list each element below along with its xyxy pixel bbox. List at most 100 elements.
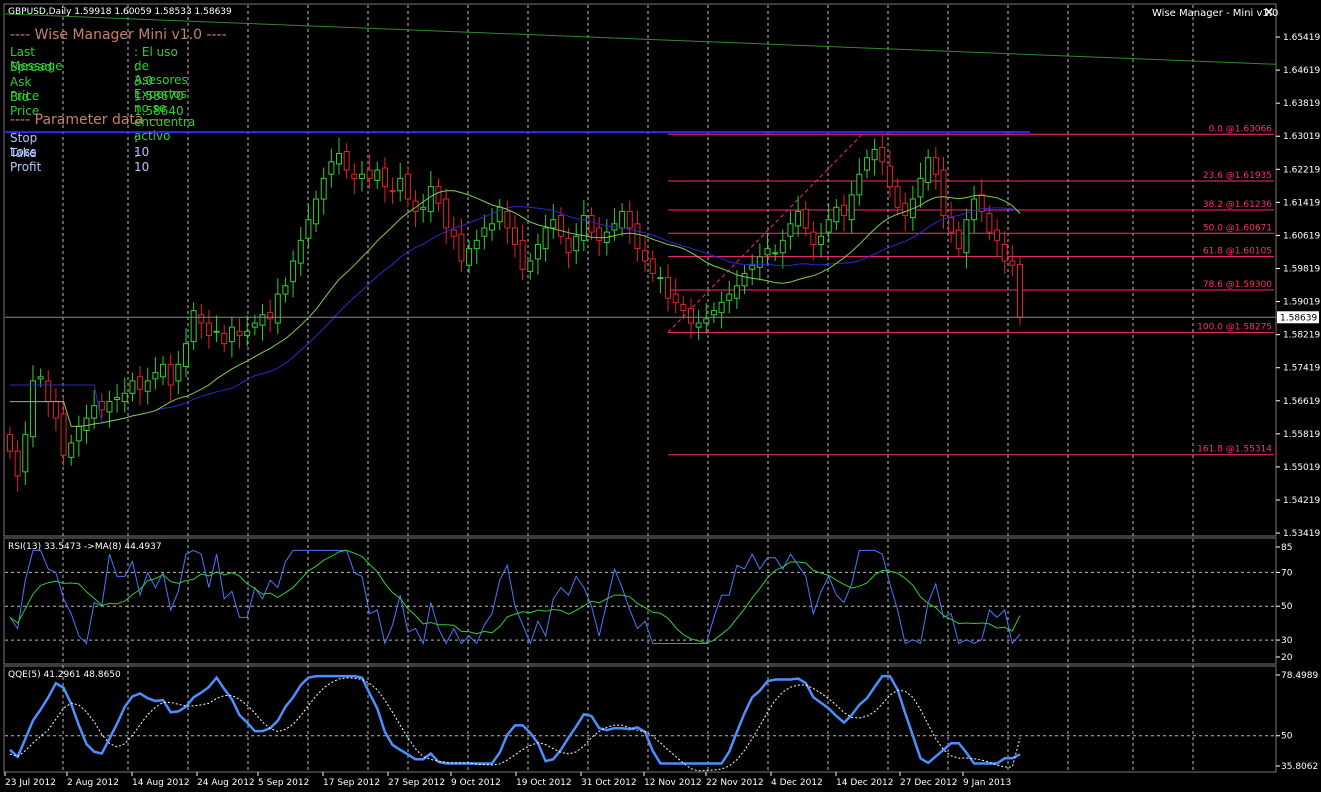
indicator-level-lines xyxy=(5,571,1275,737)
parameter-section-title: ---- Parameter data ---- xyxy=(10,112,169,128)
fib-level-label: 61.8 @1.60105 xyxy=(1203,247,1272,257)
candle-body xyxy=(756,256,763,268)
candle-body xyxy=(527,260,534,272)
candle-body xyxy=(580,215,587,241)
info-row-value: : El uso de Asesores Expertos no se encu… xyxy=(134,45,196,143)
candle-body xyxy=(695,322,702,328)
candle-body xyxy=(680,303,687,312)
candle-body xyxy=(626,210,633,229)
candle-body xyxy=(336,153,343,165)
candle-body xyxy=(320,177,327,200)
candle-body xyxy=(687,308,694,324)
candle-body xyxy=(542,227,549,250)
candle-body xyxy=(902,202,909,217)
date-tick-label: 2 Aug 2012 xyxy=(67,778,119,788)
candle-body xyxy=(565,237,572,254)
price-tick-label: 1.59819 xyxy=(1283,265,1320,275)
date-tick-label: 5 Sep 2012 xyxy=(258,778,309,788)
candle-body xyxy=(137,376,144,390)
candle-body xyxy=(810,231,817,245)
candle-body xyxy=(205,322,212,336)
fib-level-label: 100.0 @1.58275 xyxy=(1197,322,1272,332)
candle-body xyxy=(703,318,710,324)
candle-body xyxy=(83,417,90,431)
candle-body xyxy=(182,343,189,367)
fib-level-label: 38.2 @1.61236 xyxy=(1203,200,1272,210)
candle-body xyxy=(435,186,442,204)
date-tick-label: 22 Nov 2012 xyxy=(706,778,764,788)
candle-body xyxy=(550,219,557,229)
candle-body xyxy=(726,293,733,301)
candle-body xyxy=(381,167,388,188)
candle-body xyxy=(841,204,848,217)
candle-body xyxy=(557,215,564,237)
rsi-lines xyxy=(9,549,1021,646)
candle-body xyxy=(489,223,496,231)
candle-body xyxy=(749,264,756,270)
rsi-line xyxy=(9,549,1021,646)
date-tick-label: 24 Aug 2012 xyxy=(197,778,255,788)
candle-body xyxy=(642,250,649,262)
date-axis: 23 Jul 2012 2 Aug 2012 14 Aug 2012 24 Aug 2… xyxy=(4,772,1011,788)
candlestick-series xyxy=(7,134,1023,492)
symbol-header: GBPUSD,Daily 1.59918 1.60059 1.58533 1.5… xyxy=(8,7,232,17)
parameter-value: : 10 xyxy=(134,131,150,159)
candle-body xyxy=(68,442,75,458)
candle-body xyxy=(297,239,304,264)
candle-body xyxy=(994,229,1001,241)
parameter-label: Take Profit xyxy=(10,146,42,174)
fib-level-label: 0.0 @1.63066 xyxy=(1209,124,1273,134)
date-tick-label: 14 Aug 2012 xyxy=(132,778,190,788)
candle-body xyxy=(420,206,427,210)
candle-body xyxy=(848,194,855,221)
candle-body xyxy=(779,239,786,254)
candle-body xyxy=(649,258,656,274)
candle-body xyxy=(863,157,870,171)
candle-body xyxy=(634,223,641,250)
price-tick-label: 1.59019 xyxy=(1283,298,1320,308)
qqe-tick-label: 35.8062 xyxy=(1281,762,1318,772)
price-tick-label: 1.57419 xyxy=(1283,364,1320,374)
rsi-tick-label: 85 xyxy=(1281,543,1292,553)
qqe-lines xyxy=(9,674,1021,772)
candle-body xyxy=(152,372,159,380)
price-tick-label: 1.64619 xyxy=(1283,66,1320,76)
qqe-tick-label: 78.4989 xyxy=(1281,671,1318,681)
candle-body xyxy=(741,272,748,287)
parameter-value: : 10 xyxy=(134,146,150,174)
candle-body xyxy=(75,425,82,442)
candle-body xyxy=(512,227,518,245)
close-icon[interactable]: × xyxy=(1263,5,1275,20)
candle-body xyxy=(274,293,281,324)
candle-body xyxy=(733,285,740,299)
candle-body xyxy=(573,235,580,252)
date-tick-label: 9 Oct 2012 xyxy=(451,778,501,788)
candle-body xyxy=(986,212,993,233)
price-tick-label: 1.55819 xyxy=(1283,430,1320,440)
candle-body xyxy=(267,312,274,320)
rsi-tick-label: 30 xyxy=(1281,636,1293,646)
candle-body xyxy=(404,173,411,200)
candle-body xyxy=(534,243,541,260)
fibonacci-retracement[interactable]: 0.0 @1.63066 23.6 @1.61935 38.2 @1.61236 50… xyxy=(4,13,1277,456)
price-tick-label: 1.55019 xyxy=(1283,463,1320,473)
candle-body xyxy=(37,376,44,380)
candle-body xyxy=(504,210,511,229)
date-tick-label: 17 Sep 2012 xyxy=(323,778,380,788)
candle-body xyxy=(1009,260,1016,266)
fib-level-label: 23.6 @1.61935 xyxy=(1203,171,1272,181)
date-tick-label: 31 Oct 2012 xyxy=(581,778,637,788)
info-row-value: : 3.0 xyxy=(134,60,154,88)
candle-body xyxy=(596,227,603,241)
info-row-label: Spread xyxy=(10,60,53,74)
vertical-grid xyxy=(62,5,1194,772)
candle-body xyxy=(879,146,886,163)
qqe-fast-line xyxy=(9,674,1021,765)
candle-body xyxy=(948,217,955,233)
candle-body xyxy=(251,322,258,328)
trend-line xyxy=(4,13,1277,65)
candle-body xyxy=(236,330,243,336)
candle-body xyxy=(1017,263,1023,318)
rsi-axis: 85 70 50 30 20 xyxy=(1276,543,1293,663)
